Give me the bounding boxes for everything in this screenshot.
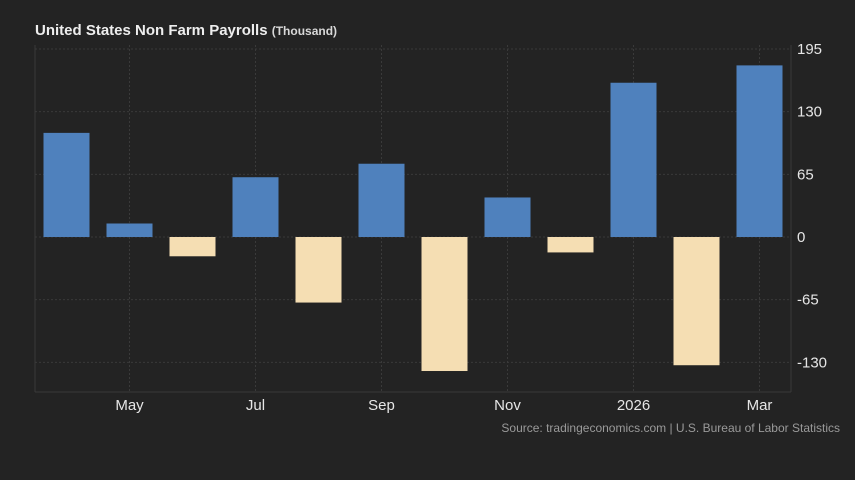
chart-title-text: United States Non Farm Payrolls bbox=[35, 22, 268, 39]
x-tick-label: Nov bbox=[494, 397, 521, 414]
y-tick-label: 65 bbox=[797, 166, 814, 183]
x-tick-label: Sep bbox=[368, 397, 395, 414]
bar-may-2025 bbox=[106, 223, 153, 237]
x-tick-label: Jul bbox=[246, 397, 265, 414]
bar-sep-2025 bbox=[358, 163, 405, 237]
chart-unit: (Thousand) bbox=[271, 24, 338, 38]
bar-jul-2025 bbox=[232, 177, 279, 237]
bar-dec-2025 bbox=[547, 237, 594, 253]
bar-jun-2025 bbox=[169, 237, 216, 257]
bar-aug-2025 bbox=[295, 237, 342, 303]
bar-jan-2026 bbox=[610, 82, 657, 237]
bar-feb-2026 bbox=[673, 237, 720, 366]
y-tick-label: -65 bbox=[797, 292, 819, 309]
bar-nov-2025 bbox=[484, 197, 531, 237]
bar-apr-2025 bbox=[43, 132, 90, 237]
bars bbox=[43, 65, 783, 372]
y-tick-label: 195 bbox=[797, 41, 822, 58]
bar-oct-2025 bbox=[421, 237, 468, 372]
x-tick-label: Mar bbox=[747, 397, 773, 414]
y-axis: 195 130 65 0 -65 -130 bbox=[797, 41, 827, 371]
y-tick-label: 0 bbox=[797, 229, 805, 246]
x-tick-label: May bbox=[115, 397, 144, 414]
x-tick-label: 2026 bbox=[617, 397, 650, 414]
bar-mar-2026 bbox=[736, 65, 783, 237]
y-tick-label: 130 bbox=[797, 104, 822, 121]
y-tick-label: -130 bbox=[797, 354, 827, 371]
source-note: Source: tradingeconomics.com | U.S. Bure… bbox=[501, 421, 840, 435]
x-axis: May Jul Sep Nov 2026 Mar bbox=[115, 397, 772, 414]
chart-title: United States Non Farm Payrolls (Thousan… bbox=[35, 22, 337, 39]
